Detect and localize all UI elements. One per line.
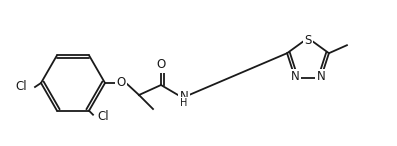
Text: N: N [316,70,325,83]
Text: Cl: Cl [97,110,109,123]
Text: N: N [291,70,299,83]
Text: O: O [156,59,166,72]
Text: Cl: Cl [15,80,27,93]
Text: N: N [179,89,188,102]
Text: O: O [116,77,125,89]
Text: H: H [180,98,188,108]
Text: S: S [304,33,312,46]
